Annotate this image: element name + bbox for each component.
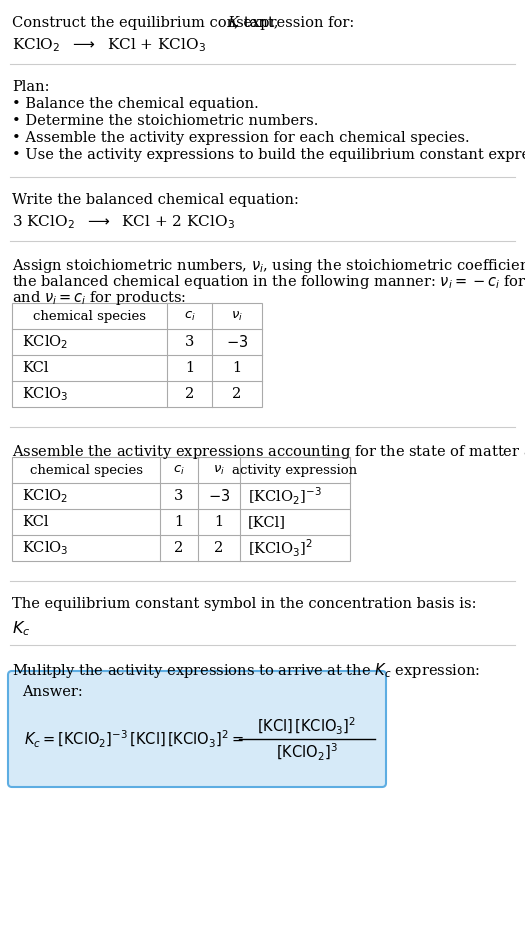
Text: 3 KClO$_2$  $\longrightarrow$  KCl + 2 KClO$_3$: 3 KClO$_2$ $\longrightarrow$ KCl + 2 KCl… <box>12 213 235 231</box>
Text: KClO$_3$: KClO$_3$ <box>22 386 69 402</box>
Text: $[\mathrm{KCl}]\,[\mathrm{KClO_3}]^2$: $[\mathrm{KCl}]\,[\mathrm{KClO_3}]^2$ <box>257 716 356 736</box>
Text: 3: 3 <box>174 489 184 503</box>
Text: $\nu_i$: $\nu_i$ <box>231 310 243 323</box>
Bar <box>12 457 350 561</box>
Text: Assemble the activity expressions accounting for the state of matter and $\nu_i$: Assemble the activity expressions accoun… <box>12 443 525 461</box>
Text: 2: 2 <box>174 541 184 555</box>
Text: 1: 1 <box>185 361 194 375</box>
Text: [KCl]: [KCl] <box>248 515 286 529</box>
Text: $\nu_i$: $\nu_i$ <box>213 463 225 477</box>
Text: KCl: KCl <box>22 361 48 375</box>
Text: KClO$_2$: KClO$_2$ <box>22 487 68 505</box>
Text: $[\mathrm{KClO_2}]^3$: $[\mathrm{KClO_2}]^3$ <box>276 741 338 763</box>
Text: • Determine the stoichiometric numbers.: • Determine the stoichiometric numbers. <box>12 114 318 128</box>
Text: KClO$_3$: KClO$_3$ <box>22 539 69 557</box>
Text: the balanced chemical equation in the following manner: $\nu_i = -c_i$ for react: the balanced chemical equation in the fo… <box>12 273 525 291</box>
Text: K: K <box>227 16 238 30</box>
Text: 2: 2 <box>185 387 194 401</box>
Text: • Balance the chemical equation.: • Balance the chemical equation. <box>12 97 259 111</box>
Text: • Assemble the activity expression for each chemical species.: • Assemble the activity expression for e… <box>12 131 470 145</box>
Text: 1: 1 <box>214 515 224 529</box>
Text: chemical species: chemical species <box>33 310 146 323</box>
Text: Assign stoichiometric numbers, $\nu_i$, using the stoichiometric coefficients, $: Assign stoichiometric numbers, $\nu_i$, … <box>12 257 525 275</box>
Text: Plan:: Plan: <box>12 80 49 94</box>
Text: [KClO$_3$]$^{2}$: [KClO$_3$]$^{2}$ <box>248 537 313 559</box>
Text: , expression for:: , expression for: <box>234 16 354 30</box>
Text: and $\nu_i = c_i$ for products:: and $\nu_i = c_i$ for products: <box>12 289 186 307</box>
Text: Answer:: Answer: <box>22 685 83 699</box>
Text: 2: 2 <box>214 541 224 555</box>
FancyBboxPatch shape <box>8 671 386 787</box>
Text: 2: 2 <box>233 387 242 401</box>
Text: chemical species: chemical species <box>29 463 142 477</box>
Text: $-3$: $-3$ <box>226 334 248 350</box>
Text: [KClO$_2$]$^{-3}$: [KClO$_2$]$^{-3}$ <box>248 485 322 507</box>
Text: activity expression: activity expression <box>233 463 358 477</box>
Text: $c_i$: $c_i$ <box>173 463 185 477</box>
Text: KCl: KCl <box>22 515 48 529</box>
Text: • Use the activity expressions to build the equilibrium constant expression.: • Use the activity expressions to build … <box>12 148 525 162</box>
Text: $c_i$: $c_i$ <box>184 310 195 323</box>
Text: 3: 3 <box>185 335 194 349</box>
Text: 1: 1 <box>174 515 184 529</box>
Text: $K_c = [\mathrm{KClO_2}]^{-3}\,[\mathrm{KCl}]\,[\mathrm{KClO_3}]^2 =$: $K_c = [\mathrm{KClO_2}]^{-3}\,[\mathrm{… <box>24 729 244 749</box>
Text: KClO$_2$: KClO$_2$ <box>22 333 68 351</box>
Text: Construct the equilibrium constant,: Construct the equilibrium constant, <box>12 16 283 30</box>
Text: $K_c$: $K_c$ <box>12 619 30 638</box>
Text: Write the balanced chemical equation:: Write the balanced chemical equation: <box>12 193 299 207</box>
Text: The equilibrium constant symbol in the concentration basis is:: The equilibrium constant symbol in the c… <box>12 597 477 611</box>
Text: KClO$_2$  $\longrightarrow$  KCl + KClO$_3$: KClO$_2$ $\longrightarrow$ KCl + KClO$_3… <box>12 36 206 53</box>
Text: 1: 1 <box>233 361 242 375</box>
Bar <box>12 303 262 407</box>
Text: Mulitply the activity expressions to arrive at the $K_c$ expression:: Mulitply the activity expressions to arr… <box>12 661 480 680</box>
Text: $-3$: $-3$ <box>208 488 230 504</box>
